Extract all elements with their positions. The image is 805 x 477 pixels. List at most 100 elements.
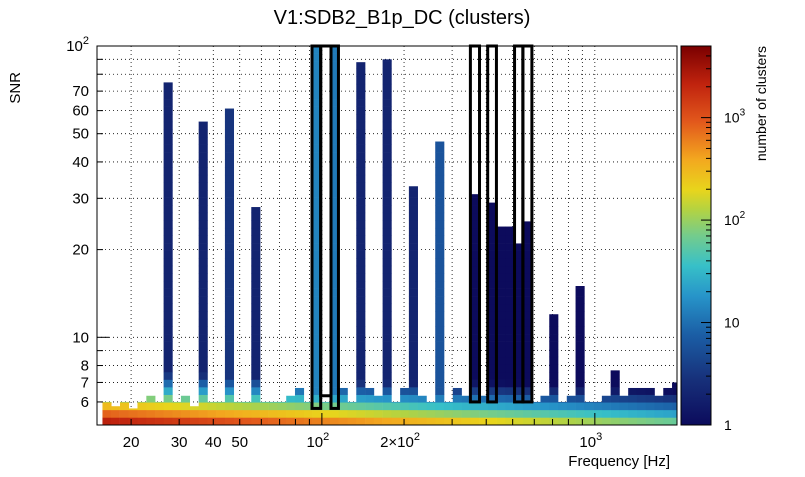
heatmap-cell bbox=[225, 213, 234, 221]
heatmap-cell bbox=[356, 342, 365, 350]
heatmap-cell bbox=[628, 402, 637, 410]
heatmap-cell bbox=[356, 205, 365, 213]
heatmap-cell bbox=[400, 395, 409, 403]
heatmap-cell bbox=[199, 342, 208, 350]
heatmap-cell bbox=[269, 410, 278, 418]
heatmap-cell bbox=[497, 258, 506, 266]
heatmap-cell bbox=[383, 364, 392, 372]
heatmap-cell bbox=[602, 402, 611, 410]
heatmap-cell bbox=[216, 417, 225, 425]
heatmap-cell bbox=[295, 410, 304, 418]
heatmap-cell bbox=[497, 236, 506, 244]
heatmap-cell bbox=[225, 228, 234, 236]
z-tick-label: 1 bbox=[724, 417, 732, 433]
heatmap-cell bbox=[567, 410, 576, 418]
heatmap-cell bbox=[286, 396, 295, 403]
heatmap-cell bbox=[199, 380, 208, 388]
heatmap-cell bbox=[102, 417, 111, 425]
heatmap-cell bbox=[409, 273, 418, 281]
heatmap-cell bbox=[409, 205, 418, 213]
heatmap-cell bbox=[164, 160, 173, 168]
heatmap-cell bbox=[164, 281, 173, 289]
heatmap-cell bbox=[339, 402, 348, 410]
x-tick-label: 103 bbox=[579, 431, 602, 451]
heatmap-cell bbox=[576, 311, 585, 319]
heatmap-cell bbox=[435, 152, 444, 160]
z-tick-label: 102 bbox=[724, 210, 746, 228]
heatmap-cell bbox=[199, 289, 208, 297]
y-tick-label: 20 bbox=[72, 242, 89, 259]
heatmap-cell bbox=[164, 182, 173, 190]
heatmap-cell bbox=[383, 167, 392, 175]
heatmap-cell bbox=[497, 334, 506, 342]
heatmap-cell bbox=[225, 160, 234, 168]
heatmap-cell bbox=[383, 122, 392, 130]
heatmap-cell bbox=[199, 160, 208, 168]
heatmap-cell bbox=[155, 417, 164, 425]
heatmap-cell bbox=[549, 349, 558, 357]
heatmap-cell bbox=[356, 84, 365, 92]
heatmap-cell bbox=[435, 251, 444, 259]
heatmap-cell bbox=[505, 402, 514, 410]
heatmap-cell bbox=[576, 417, 585, 425]
heatmap-cell bbox=[584, 417, 593, 425]
heatmap-cell bbox=[409, 243, 418, 251]
heatmap-cell bbox=[164, 84, 173, 92]
heatmap-cell bbox=[418, 396, 427, 403]
heatmap-cell bbox=[383, 205, 392, 213]
heatmap-cell bbox=[199, 182, 208, 190]
heatmap-cell bbox=[409, 296, 418, 304]
heatmap-cell bbox=[347, 402, 356, 403]
heatmap-cell bbox=[435, 311, 444, 319]
heatmap-cell bbox=[383, 129, 392, 137]
heatmap-cell bbox=[435, 289, 444, 297]
heatmap-cell bbox=[225, 319, 234, 327]
heatmap-cell bbox=[347, 410, 356, 418]
heatmap-cell bbox=[444, 402, 453, 410]
z-tick-label: 103 bbox=[724, 108, 746, 126]
heatmap-cell bbox=[435, 160, 444, 168]
heatmap-cell bbox=[234, 417, 243, 425]
heatmap-cell bbox=[269, 402, 278, 403]
heatmap-cell bbox=[120, 402, 129, 410]
heatmap-cell bbox=[391, 410, 400, 418]
heatmap-cell bbox=[383, 182, 392, 190]
heatmap-cell bbox=[164, 387, 173, 395]
heatmap-cell bbox=[409, 251, 418, 259]
heatmap-cell bbox=[164, 357, 173, 365]
heatmap-cell bbox=[295, 402, 304, 410]
heatmap-cell bbox=[251, 266, 260, 274]
heatmap-cell bbox=[242, 410, 251, 418]
heatmap-cell bbox=[453, 395, 462, 403]
y-tick-label: 50 bbox=[72, 126, 89, 143]
heatmap-cell bbox=[339, 395, 348, 403]
heatmap-cell bbox=[383, 152, 392, 160]
heatmap-cell bbox=[251, 417, 260, 425]
heatmap-cell bbox=[409, 402, 418, 410]
heatmap-cell bbox=[497, 228, 506, 236]
heatmap-cell bbox=[488, 402, 497, 410]
heatmap-cell bbox=[576, 364, 585, 372]
heatmap-cell bbox=[497, 380, 506, 388]
heatmap-cell bbox=[549, 357, 558, 365]
heatmap-cell bbox=[497, 266, 506, 274]
heatmap-cell bbox=[225, 357, 234, 365]
y-tick-label: 70 bbox=[72, 83, 89, 100]
heatmap-cell bbox=[146, 417, 155, 425]
x-tick-label: 2×102 bbox=[380, 431, 420, 451]
heatmap-cell bbox=[356, 122, 365, 130]
heatmap-cell bbox=[409, 349, 418, 357]
heatmap-cell bbox=[602, 410, 611, 418]
heatmap-cell bbox=[576, 296, 585, 304]
heatmap-cell bbox=[356, 326, 365, 334]
heatmap-cell bbox=[251, 349, 260, 357]
heatmap-cell bbox=[576, 326, 585, 334]
heatmap-cell bbox=[383, 410, 392, 418]
heatmap-cell bbox=[225, 364, 234, 372]
heatmap-cell bbox=[225, 109, 234, 115]
heatmap-cell bbox=[199, 387, 208, 395]
heatmap-cell bbox=[374, 396, 383, 403]
heatmap-cell bbox=[497, 243, 506, 251]
heatmap-cell bbox=[251, 364, 260, 372]
